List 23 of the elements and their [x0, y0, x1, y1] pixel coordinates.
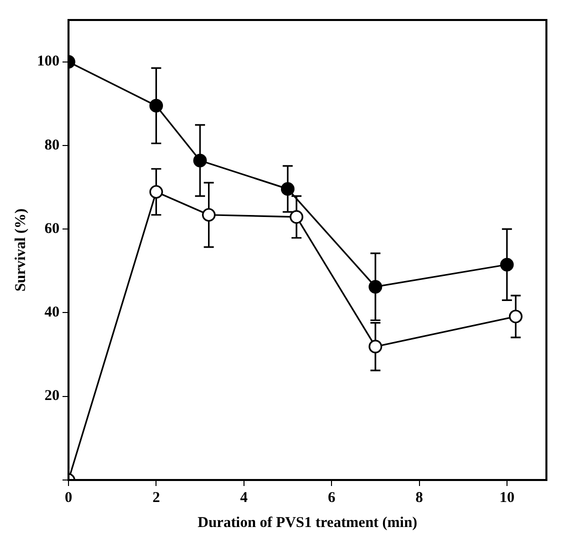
- x-tick-label: 6: [328, 490, 336, 506]
- point: [500, 258, 514, 272]
- point: [508, 310, 523, 324]
- y-tick-label: 20: [44, 388, 60, 404]
- y-axis-title: Survival (%): [12, 208, 29, 292]
- y-tick-label: 100: [37, 54, 60, 70]
- point: [280, 182, 295, 196]
- x-tick-label: 0: [64, 490, 72, 506]
- point: [149, 185, 163, 199]
- point: [202, 208, 216, 222]
- x-axis-title: Duration of PVS1 treatment (min): [198, 514, 418, 531]
- point: [193, 154, 207, 168]
- point: [149, 98, 163, 113]
- point: [368, 280, 382, 294]
- point: [290, 210, 304, 224]
- x-tick-label: 8: [416, 490, 423, 506]
- point: [368, 340, 382, 354]
- y-tick-label: 60: [44, 220, 60, 237]
- x-tick-label: 10: [499, 490, 514, 506]
- y-tick-label: 40: [44, 304, 60, 321]
- x-tick-label: 2: [152, 490, 160, 506]
- x-tick-label: 4: [240, 490, 248, 506]
- y-tick-label: 80: [44, 137, 60, 154]
